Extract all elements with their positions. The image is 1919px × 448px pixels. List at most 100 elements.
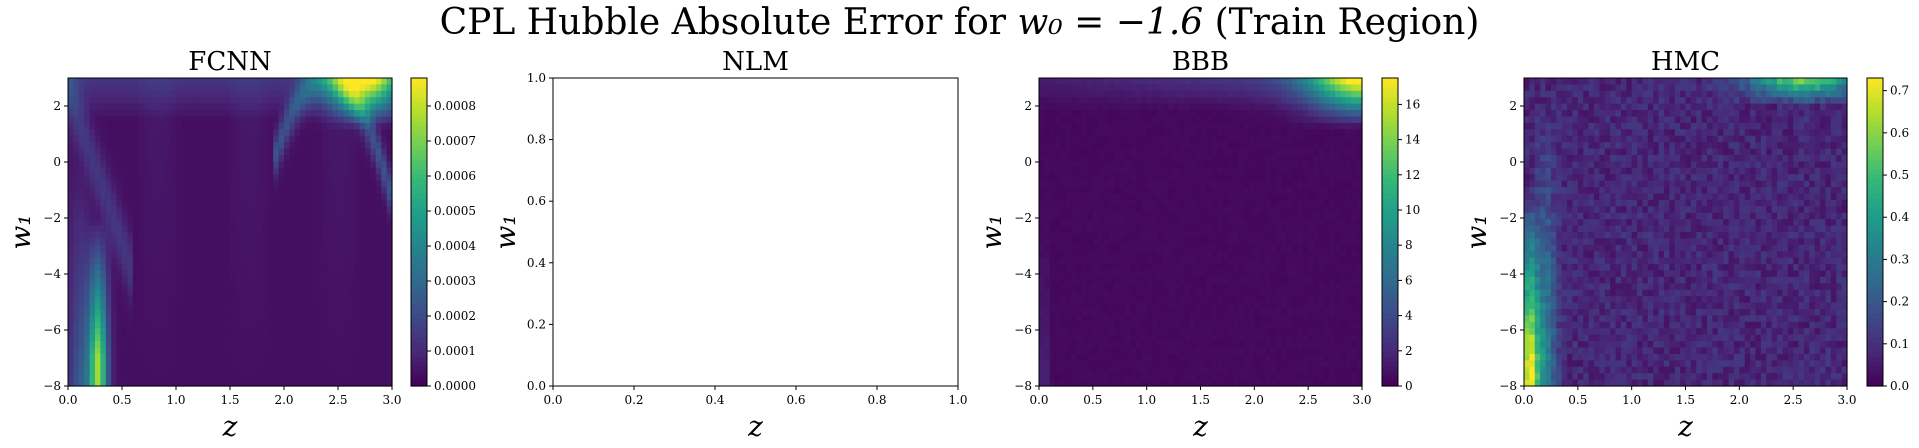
heatmap-cell — [235, 270, 242, 278]
heatmap-cell — [343, 110, 350, 118]
heatmap-cell — [1189, 270, 1196, 278]
heatmap-cell — [1243, 193, 1250, 201]
heatmap-cell — [111, 142, 118, 150]
heatmap-cell — [1345, 257, 1352, 265]
heatmap-cell — [111, 302, 118, 310]
heatmap-cell — [1243, 225, 1250, 233]
heatmap-cell — [1302, 129, 1309, 137]
heatmap-cell — [1222, 251, 1229, 259]
heatmap-cell — [1281, 264, 1288, 272]
heatmap-cell — [1259, 180, 1266, 188]
heatmap-cell — [149, 199, 155, 207]
heatmap-cell — [300, 78, 307, 86]
heatmap-cell — [1211, 84, 1218, 92]
heatmap-cell — [1103, 174, 1110, 182]
heatmap-cell — [386, 193, 393, 201]
heatmap-cell — [219, 270, 226, 278]
heatmap-cell — [240, 129, 247, 137]
heatmap-cell — [1313, 244, 1320, 252]
heatmap-cell — [1222, 212, 1229, 220]
heatmap-cell — [159, 225, 166, 233]
heatmap-cell — [100, 289, 107, 297]
heatmap-cell — [262, 129, 269, 137]
heatmap-cell — [203, 334, 209, 342]
heatmap-cell — [78, 238, 85, 246]
heatmap-cell — [1286, 244, 1293, 252]
heatmap-cell — [305, 353, 312, 361]
heatmap-cell — [89, 212, 96, 220]
heatmap-cell — [370, 283, 377, 291]
heatmap-cell — [1254, 84, 1261, 92]
heatmap-cell — [386, 283, 393, 291]
heatmap-cell — [122, 206, 128, 214]
heatmap-cell — [68, 122, 74, 130]
heatmap-cell — [375, 366, 382, 374]
heatmap-cell — [1130, 238, 1137, 246]
heatmap-cell — [1162, 135, 1169, 143]
heatmap-cell — [343, 116, 350, 124]
heatmap-cell — [354, 187, 361, 195]
heatmap-cell — [300, 180, 307, 188]
heatmap-cell — [176, 206, 182, 214]
heatmap-cell — [311, 360, 317, 368]
heatmap-cell — [294, 193, 301, 201]
heatmap-cell — [159, 232, 166, 240]
heatmap-cell — [95, 199, 101, 207]
heatmap-cell — [213, 302, 220, 310]
heatmap-cell — [138, 232, 145, 240]
heatmap-cell — [1060, 142, 1067, 150]
heatmap-cell — [1087, 122, 1094, 130]
heatmap-cell — [305, 379, 312, 387]
heatmap-cell — [365, 328, 371, 336]
heatmap-cell — [213, 289, 220, 297]
heatmap-cell — [149, 296, 155, 304]
heatmap-cell — [127, 373, 134, 381]
heatmap-cell — [257, 309, 263, 317]
heatmap-cell — [138, 97, 145, 105]
heatmap-cell — [278, 232, 285, 240]
heatmap-cell — [154, 360, 161, 368]
heatmap-cell — [251, 379, 258, 387]
heatmap-cell — [1351, 187, 1358, 195]
heatmap-cell — [284, 328, 290, 336]
colorbar-tick-label: 0.0001 — [434, 344, 476, 358]
heatmap-cell — [100, 90, 107, 98]
heatmap-cell — [1297, 129, 1304, 137]
heatmap-cell — [354, 122, 361, 130]
colorbar-swatch — [411, 337, 427, 344]
heatmap-cell — [186, 122, 193, 130]
heatmap-cell — [338, 379, 344, 387]
heatmap-cell — [1065, 219, 1072, 227]
colorbar-swatch — [411, 232, 427, 238]
heatmap-cell — [338, 251, 344, 259]
heatmap-cell — [1335, 155, 1342, 163]
heatmap-cell — [300, 193, 307, 201]
heatmap-cell — [1114, 84, 1121, 92]
heatmap-cell — [273, 264, 280, 272]
heatmap-cell — [116, 116, 123, 124]
heatmap-cell — [1055, 206, 1062, 214]
heatmap-cell — [300, 283, 307, 291]
heatmap-cell — [165, 328, 172, 336]
heatmap-cell — [154, 251, 161, 259]
heatmap-cell — [1318, 219, 1325, 227]
heatmap-cell — [348, 97, 355, 105]
heatmap-cell — [78, 110, 85, 118]
heatmap-cell — [154, 238, 161, 246]
heatmap-cell — [1232, 270, 1239, 278]
heatmap-cell — [1071, 219, 1078, 227]
heatmap-cell — [267, 167, 274, 175]
heatmap-cell — [1351, 78, 1358, 86]
heatmap-cell — [1329, 155, 1336, 163]
heatmap-cell — [343, 373, 350, 381]
heatmap-cell — [343, 283, 350, 291]
heatmap-cell — [294, 84, 301, 92]
heatmap-cell — [176, 116, 182, 124]
heatmap-cell — [240, 315, 247, 323]
heatmap-cell — [1076, 270, 1083, 278]
heatmap-cell — [89, 276, 96, 284]
heatmap-cell — [267, 360, 274, 368]
y-tick-label: −2 — [43, 211, 61, 225]
heatmap-cell — [1286, 238, 1293, 246]
heatmap-cell — [257, 116, 263, 124]
